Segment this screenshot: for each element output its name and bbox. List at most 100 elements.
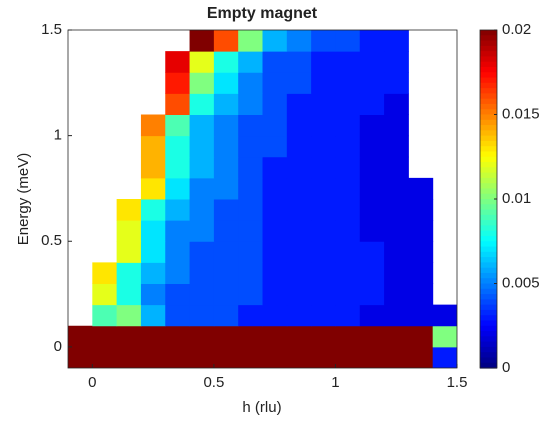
colorbar-band [480, 299, 497, 306]
colorbar-band [480, 320, 497, 327]
y-tick-label: 0.5 [41, 232, 62, 249]
colorbar-band [480, 251, 497, 258]
heatmap-cell [335, 93, 361, 115]
colorbar-tick-label: 0.015 [502, 105, 540, 122]
heatmap-cell [213, 177, 239, 200]
heatmap-cell [384, 199, 409, 221]
heatmap-cell [432, 325, 457, 348]
heatmap-cell [359, 346, 385, 368]
heatmap-cell [286, 114, 312, 137]
heatmap-cell [286, 30, 312, 52]
heatmap-cell [384, 72, 409, 94]
heatmap-cell [238, 30, 263, 52]
heatmap-cell [213, 283, 239, 306]
heatmap-cell [286, 283, 312, 306]
colorbar-band [480, 246, 497, 253]
heatmap-cell [238, 93, 263, 115]
heatmap-cell [140, 220, 166, 242]
colorbar-band [480, 146, 497, 153]
heatmap-cell [311, 177, 336, 200]
heatmap-cell [408, 325, 434, 348]
colorbar-band [480, 283, 497, 290]
heatmap-cell [286, 93, 312, 115]
heatmap-cell [213, 93, 239, 115]
heatmap-cell [311, 346, 336, 368]
colorbar-band [480, 262, 497, 269]
heatmap-cell [68, 325, 93, 348]
colorbar-band [480, 325, 497, 332]
heatmap-cell [116, 325, 142, 348]
heatmap-cell [359, 304, 385, 327]
heatmap-cell [359, 93, 385, 115]
colorbar-band [480, 288, 497, 295]
heatmap-cell [262, 156, 288, 179]
heatmap-cell [213, 304, 239, 327]
heatmap-cell [311, 199, 336, 221]
colorbar-band [480, 167, 497, 174]
heatmap-cell [311, 156, 336, 179]
colorbar-band [480, 135, 497, 142]
colorbar-band [480, 241, 497, 248]
colorbar-band [480, 336, 497, 343]
heatmap-cell [335, 241, 361, 263]
colorbar-band [480, 156, 497, 163]
heatmap-cell [286, 325, 312, 348]
heatmap-cell [140, 262, 166, 284]
heatmap-cell [140, 177, 166, 200]
heatmap-cell [92, 346, 118, 368]
colorbar-band [480, 51, 497, 58]
heatmap-cell [311, 262, 336, 284]
heatmap-cell [359, 135, 385, 158]
colorbar-tick-label: 0.005 [502, 274, 540, 291]
colorbar-band [480, 272, 497, 279]
colorbar-band [480, 235, 497, 242]
colorbar-band [480, 114, 497, 121]
colorbar-tick-label: 0 [502, 359, 510, 376]
colorbar-band [480, 225, 497, 232]
colorbar-band [480, 193, 497, 200]
colorbar-band [480, 220, 497, 227]
heatmap [68, 30, 457, 368]
axes-box [67, 29, 458, 369]
colorbar-band [480, 188, 497, 195]
heatmap-cell [311, 304, 336, 327]
colorbar-band [480, 267, 497, 274]
heatmap-cell [140, 283, 166, 306]
x-tick-label: 1 [331, 374, 339, 391]
heatmap-cell [335, 72, 361, 94]
heatmap-cell [408, 241, 434, 263]
heatmap-cell [238, 156, 263, 179]
heatmap-cell [262, 241, 288, 263]
colorbar-band [480, 309, 497, 316]
heatmap-cell [335, 304, 361, 327]
heatmap-cell [384, 241, 409, 263]
heatmap-cell [384, 156, 409, 179]
heatmap-cell [286, 241, 312, 263]
colorbar-band [480, 230, 497, 237]
chart-title: Empty magnet [207, 5, 318, 22]
heatmap-cell [359, 156, 385, 179]
heatmap-cell [213, 72, 239, 94]
colorbar-band [480, 109, 497, 116]
heatmap-cell [238, 283, 263, 306]
heatmap-cell [213, 30, 239, 52]
heatmap-cell [189, 30, 215, 52]
heatmap-cell [335, 220, 361, 242]
heatmap-cell [311, 72, 336, 94]
heatmap-cell [286, 156, 312, 179]
heatmap-cell [359, 30, 385, 52]
colorbar-band [480, 331, 497, 337]
colorbar-band [480, 362, 497, 369]
colorbar-band [480, 125, 497, 131]
heatmap-cell [408, 177, 434, 200]
heatmap-cell [286, 262, 312, 284]
heatmap-cell [238, 262, 263, 284]
heatmap-cell [116, 220, 142, 242]
heatmap-cell [384, 325, 409, 348]
heatmap-cell [432, 346, 457, 368]
heatmap-cell [189, 241, 215, 263]
heatmap-cell [286, 346, 312, 368]
colorbar-band [480, 66, 497, 73]
y-tick-label: 1 [54, 127, 62, 144]
heatmap-cell [189, 346, 215, 368]
